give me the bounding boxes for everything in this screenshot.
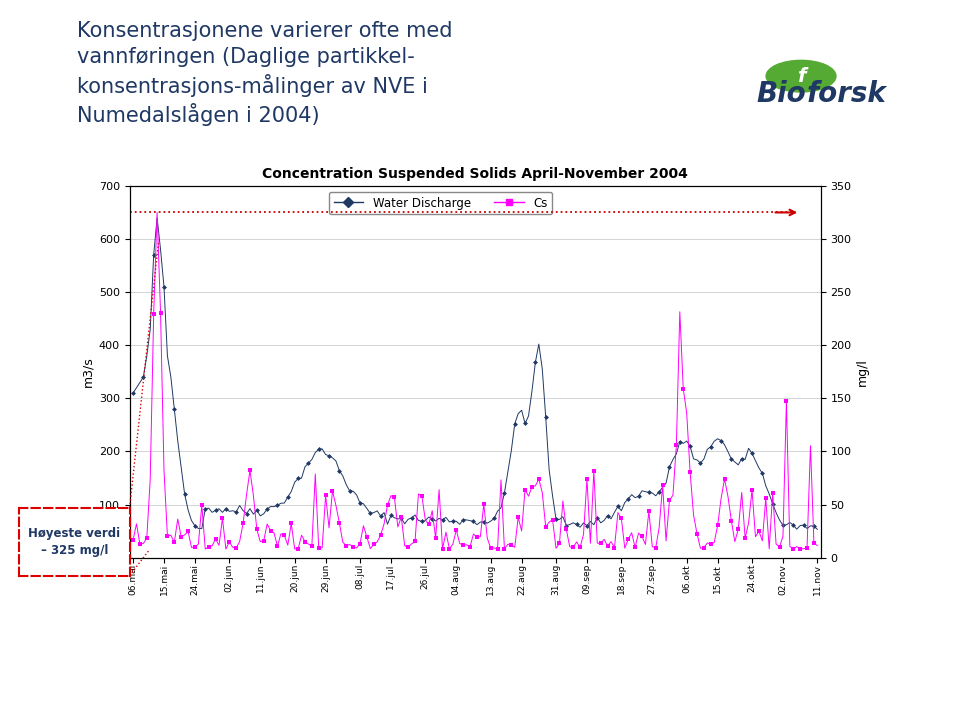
Y-axis label: mg/l: mg/l [855,358,869,385]
Legend: Water Discharge, Cs: Water Discharge, Cs [329,192,552,214]
Title: Concentration Suspended Solids April-November 2004: Concentration Suspended Solids April-Nov… [262,167,688,181]
Y-axis label: m3/s: m3/s [82,356,95,388]
Text: Høyeste verdi
– 325 mg/l: Høyeste verdi – 325 mg/l [29,527,120,556]
Text: forsk: forsk [806,80,886,109]
Text: Konsentrasjonene varierer ofte med
vannføringen (Daglige partikkel-
konsentrasjo: Konsentrasjonene varierer ofte med vannf… [77,21,452,127]
Text: Bio: Bio [756,80,806,109]
Text: f: f [797,66,805,86]
Text: www.bioforsk.no: www.bioforsk.no [839,689,931,699]
Circle shape [766,60,836,92]
